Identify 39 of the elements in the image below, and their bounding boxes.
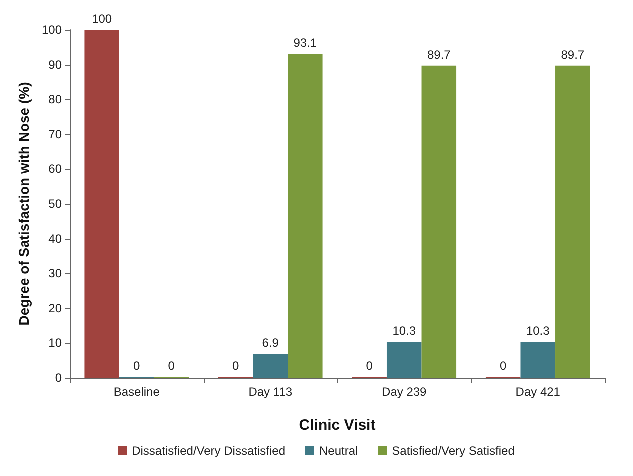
data-label: 100 <box>92 12 112 26</box>
bar <box>556 66 590 378</box>
legend-label: Dissatisfied/Very Dissatisfied <box>132 444 286 458</box>
x-axis-title: Clinic Visit <box>299 417 376 434</box>
y-tick-label: 100 <box>42 23 62 37</box>
bar <box>422 66 457 378</box>
y-tick-label: 30 <box>48 266 62 281</box>
y-axis-title: Degree of Satisfaction with Nose (%) <box>16 82 32 326</box>
data-label: 10.3 <box>526 324 550 338</box>
legend-label: Satisfied/Very Satisfied <box>392 444 515 458</box>
data-label: 0 <box>500 359 508 373</box>
legend-label: Neutral <box>319 444 358 458</box>
data-label: 0 <box>168 359 176 373</box>
bar <box>520 342 556 378</box>
y-tick-label: 60 <box>48 162 62 176</box>
y-tick-label: 50 <box>48 197 62 211</box>
y-tick-label: 40 <box>48 232 62 246</box>
data-label: 0 <box>134 359 141 373</box>
bar <box>288 54 323 378</box>
y-tick-label: 10 <box>48 336 62 350</box>
x-tick-label: Day 421 <box>516 385 561 399</box>
bar <box>386 342 422 378</box>
x-tick-label: Day 113 <box>248 385 293 399</box>
data-label: 0 <box>232 359 240 373</box>
data-label: 93.1 <box>294 36 318 50</box>
bar <box>253 354 288 378</box>
data-label: 89.7 <box>427 48 452 62</box>
y-tick-label: 80 <box>48 92 62 107</box>
data-label: 89.7 <box>561 48 585 62</box>
bar <box>84 30 120 378</box>
data-label: 6.9 <box>262 336 280 350</box>
data-label: 0 <box>366 359 374 373</box>
y-tick-label: 70 <box>48 127 62 142</box>
x-tick-label: Baseline <box>114 385 160 399</box>
y-tick-label: 20 <box>48 301 62 316</box>
y-tick-label: 90 <box>48 58 62 72</box>
x-tick-label: Day 239 <box>382 385 428 399</box>
data-label: 10.3 <box>392 324 416 338</box>
y-tick-label: 0 <box>55 371 62 385</box>
